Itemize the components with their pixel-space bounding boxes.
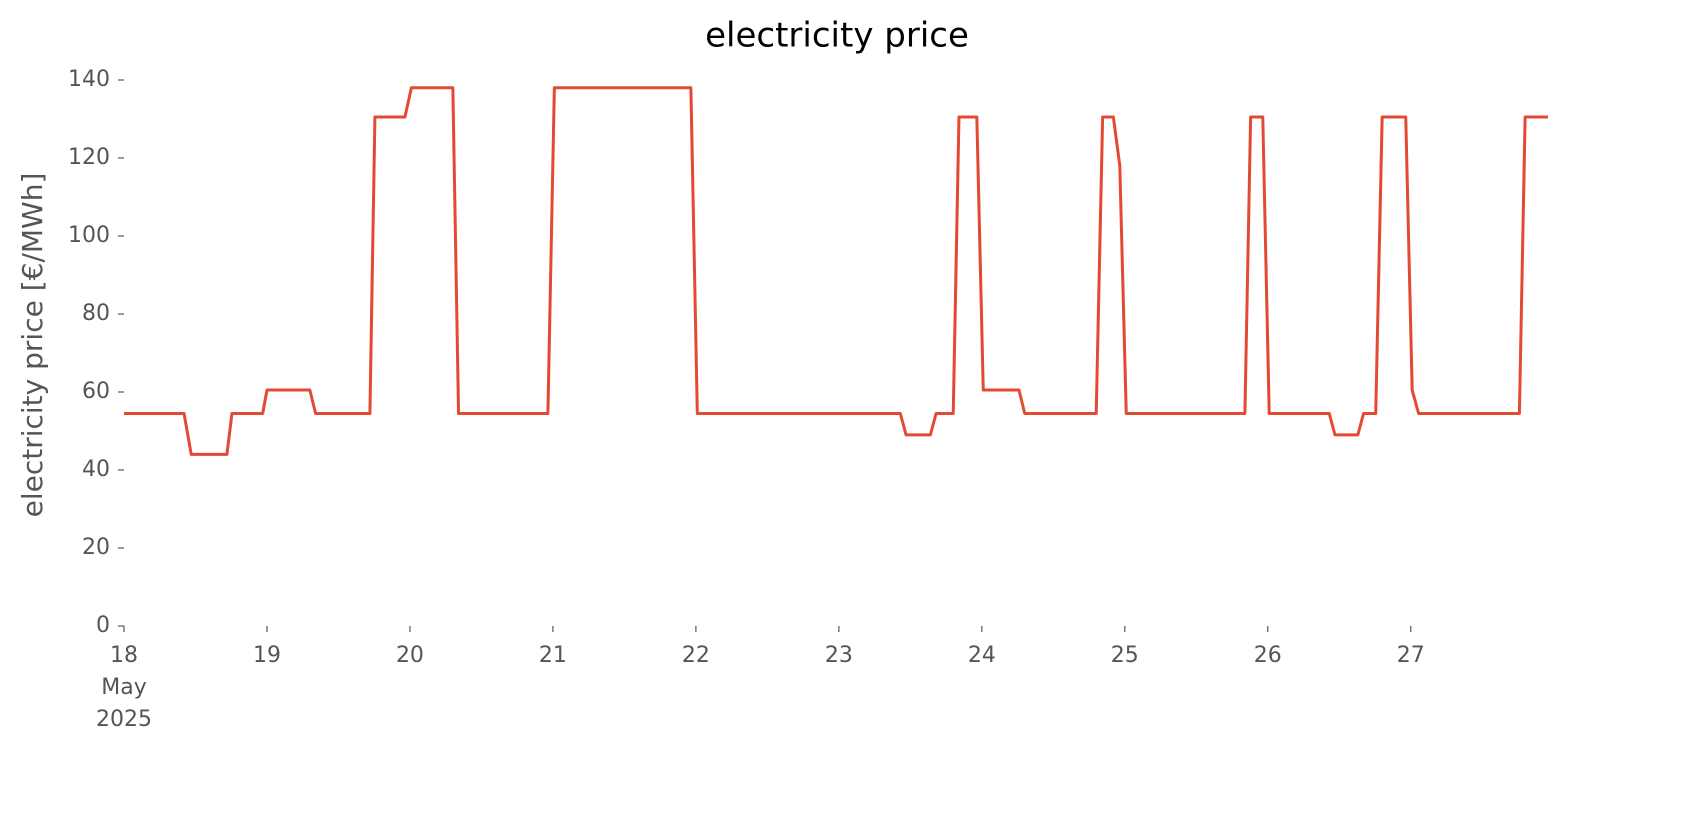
x-tick-label: 25	[1111, 643, 1139, 668]
y-tick-label: 80	[82, 301, 110, 326]
x-tick-label: 26	[1254, 643, 1282, 668]
data-line	[124, 86, 1548, 456]
x-tick-label: 27	[1397, 643, 1425, 668]
chart-title: electricity price	[705, 16, 969, 56]
x-tick-label: 22	[682, 643, 710, 668]
x-tick-label: 19	[253, 643, 281, 668]
x-tick-label: 23	[825, 643, 853, 668]
x-tick-label: 21	[539, 643, 567, 668]
x-tick-label: 2025	[96, 707, 152, 732]
y-tick-label: 100	[68, 223, 110, 248]
x-tick-label: May	[101, 675, 146, 700]
y-tick-label: 0	[96, 613, 110, 638]
x-tick-label: 24	[968, 643, 996, 668]
x-tick-label: 18	[110, 643, 138, 668]
y-axis-label: electricity price [€/MWh]	[16, 173, 49, 518]
x-tick-label: 20	[396, 643, 424, 668]
y-tick-label: 140	[68, 67, 110, 92]
y-tick-label: 60	[82, 379, 110, 404]
y-tick-label: 120	[68, 145, 110, 170]
y-tick-label: 20	[82, 535, 110, 560]
y-tick-label: 40	[82, 457, 110, 482]
